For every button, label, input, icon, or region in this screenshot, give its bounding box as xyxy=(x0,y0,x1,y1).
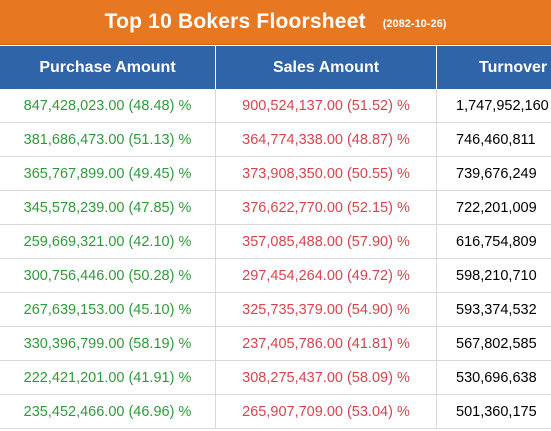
purchase-amount-cell: 330,396,799.00 (58.19) % xyxy=(0,327,216,360)
table-row: 235,452,466.00 (46.96) % 265,907,709.00 (… xyxy=(0,395,551,429)
purchase-amount-cell: 235,452,466.00 (46.96) % xyxy=(0,395,216,428)
purchase-amount-cell: 345,578,239.00 (47.85) % xyxy=(0,191,216,224)
turnover-cell: 501,360,175 xyxy=(456,403,537,420)
purchase-amount-cell: 847,428,023.00 (48.48) % xyxy=(0,89,216,122)
turnover-cell: 746,460,811 xyxy=(456,131,536,148)
table-row: 300,756,446.00 (50.28) % 297,454,264.00 (… xyxy=(0,259,551,293)
turnover-cell: 567,802,585 xyxy=(456,335,537,352)
turnover-cell: 722,201,009 xyxy=(456,199,537,216)
sales-amount-cell: 357,085,488.00 (57.90) % xyxy=(216,225,437,258)
table-body: 847,428,023.00 (48.48) % 900,524,137.00 (… xyxy=(0,89,551,429)
table-row: 381,686,473.00 (51.13) % 364,774,338.00 (… xyxy=(0,123,551,157)
turnover-cell: 739,676,249 xyxy=(456,165,537,182)
table-row: 847,428,023.00 (48.48) % 900,524,137.00 (… xyxy=(0,89,551,123)
table-title: Top 10 Bokers Floorsheet xyxy=(104,10,366,33)
purchase-amount-cell: 267,639,153.00 (45.10) % xyxy=(0,293,216,326)
purchase-amount-cell: 365,767,899.00 (49.45) % xyxy=(0,157,216,190)
purchase-amount-cell: 381,686,473.00 (51.13) % xyxy=(0,123,216,156)
column-header-purchase: Purchase Amount xyxy=(0,46,216,89)
table-row: 259,669,321.00 (42.10) % 357,085,488.00 (… xyxy=(0,225,551,259)
turnover-cell: 1,747,952,160 xyxy=(456,97,549,114)
table-row: 222,421,201.00 (41.91) % 308,275,437.00 (… xyxy=(0,361,551,395)
turnover-cell: 616,754,809 xyxy=(456,233,537,250)
sales-amount-cell: 237,405,786.00 (41.81) % xyxy=(216,327,437,360)
table-row: 330,396,799.00 (58.19) % 237,405,786.00 (… xyxy=(0,327,551,361)
sales-amount-cell: 900,524,137.00 (51.52) % xyxy=(216,89,437,122)
sales-amount-cell: 373,908,350.00 (50.55) % xyxy=(216,157,437,190)
sales-amount-cell: 376,622,770.00 (52.15) % xyxy=(216,191,437,224)
table-row: 345,578,239.00 (47.85) % 376,622,770.00 (… xyxy=(0,191,551,225)
header-row: Purchase Amount Sales Amount Turnover xyxy=(0,46,551,89)
table-row: 267,639,153.00 (45.10) % 325,735,379.00 (… xyxy=(0,293,551,327)
sales-amount-cell: 308,275,437.00 (58.09) % xyxy=(216,361,437,394)
turnover-cell: 530,696,638 xyxy=(456,369,537,386)
title-bar: Top 10 Bokers Floorsheet (2082-10-26) xyxy=(0,0,551,45)
purchase-amount-cell: 259,669,321.00 (42.10) % xyxy=(0,225,216,258)
turnover-cell: 598,210,710 xyxy=(456,267,537,284)
purchase-amount-cell: 222,421,201.00 (41.91) % xyxy=(0,361,216,394)
table-date: (2082-10-26) xyxy=(382,18,447,30)
sales-amount-cell: 364,774,338.00 (48.87) % xyxy=(216,123,437,156)
column-header-turnover: Turnover xyxy=(479,58,548,76)
purchase-amount-cell: 300,756,446.00 (50.28) % xyxy=(0,259,216,292)
table-row: 365,767,899.00 (49.45) % 373,908,350.00 (… xyxy=(0,157,551,191)
sales-amount-cell: 325,735,379.00 (54.90) % xyxy=(216,293,437,326)
sales-amount-cell: 297,454,264.00 (49.72) % xyxy=(216,259,437,292)
turnover-cell: 593,374,532 xyxy=(456,301,537,318)
sales-amount-cell: 265,907,709.00 (53.04) % xyxy=(216,395,437,428)
column-header-sales: Sales Amount xyxy=(216,46,437,89)
